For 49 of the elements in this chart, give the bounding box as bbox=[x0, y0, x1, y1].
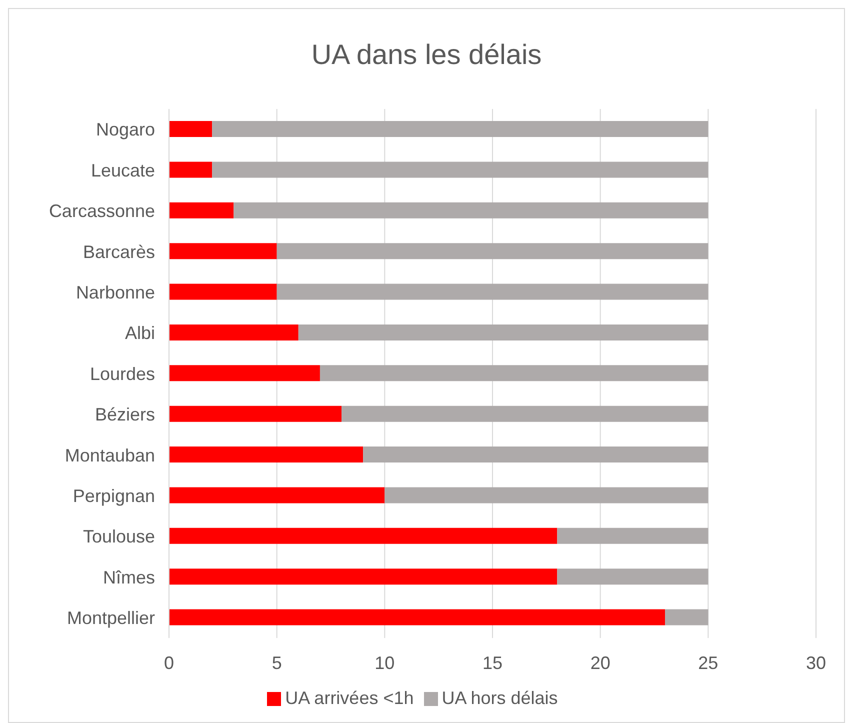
x-tick-label: 5 bbox=[272, 652, 282, 673]
y-tick-label: Perpignan bbox=[72, 486, 155, 506]
bar bbox=[276, 284, 708, 300]
bar bbox=[169, 528, 558, 544]
bar bbox=[298, 324, 708, 340]
legend-label: UA arrivées <1h bbox=[285, 688, 414, 708]
bar bbox=[169, 487, 385, 504]
x-tick-label: 30 bbox=[806, 652, 826, 673]
bar bbox=[169, 121, 212, 137]
x-tick-label: 20 bbox=[590, 652, 610, 673]
bar bbox=[320, 365, 708, 382]
y-tick-label: Montpellier bbox=[66, 608, 155, 628]
y-tick-label: Barcarès bbox=[82, 242, 155, 262]
bar bbox=[169, 202, 234, 218]
bar bbox=[212, 121, 708, 137]
bar bbox=[212, 162, 708, 178]
y-tick-label: Montauban bbox=[64, 445, 155, 466]
y-tick-label: Carcassonne bbox=[48, 201, 155, 222]
bar bbox=[234, 202, 708, 218]
y-tick-label: Nogaro bbox=[96, 120, 155, 140]
y-tick-label: Toulouse bbox=[82, 526, 155, 547]
bar bbox=[169, 243, 277, 260]
y-tick-label: Albi bbox=[124, 323, 155, 344]
y-tick-label: Nîmes bbox=[102, 567, 155, 588]
bar bbox=[276, 243, 708, 260]
bar bbox=[169, 446, 364, 463]
y-tick-label: Leucate bbox=[90, 160, 155, 180]
bar bbox=[169, 324, 298, 340]
bar bbox=[169, 284, 277, 300]
legend-label: UA hors délais bbox=[442, 688, 558, 708]
y-tick-label: Béziers bbox=[94, 404, 155, 425]
bar bbox=[557, 528, 708, 544]
bar bbox=[363, 446, 708, 463]
bar bbox=[665, 609, 708, 626]
x-tick-label: 10 bbox=[374, 652, 395, 673]
bar bbox=[169, 568, 558, 585]
bar bbox=[557, 568, 708, 585]
x-tick-label: 0 bbox=[164, 652, 174, 673]
bar bbox=[384, 487, 708, 504]
bar bbox=[169, 162, 212, 178]
x-tick-label: 25 bbox=[698, 652, 718, 673]
bar bbox=[169, 406, 342, 422]
bar bbox=[169, 609, 666, 626]
x-tick-label: 15 bbox=[482, 652, 503, 673]
bar bbox=[342, 406, 708, 422]
chart-title: UA dans les délais bbox=[310, 38, 543, 72]
bar bbox=[169, 365, 320, 382]
y-tick-label: Lourdes bbox=[90, 364, 155, 384]
y-tick-label: Narbonne bbox=[76, 282, 155, 303]
